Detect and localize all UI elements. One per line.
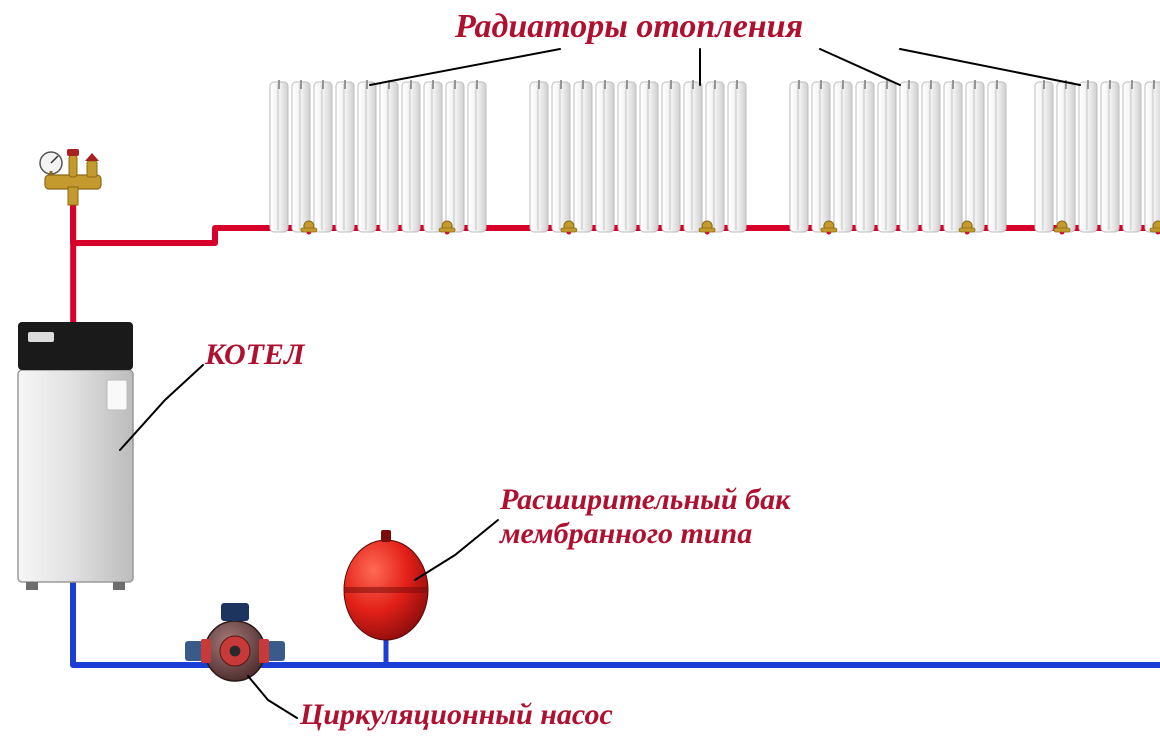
expansion-tank [344,530,428,665]
radiator [530,80,746,232]
label-radiators: Радиаторы отопления [455,8,803,46]
radiator [270,80,486,232]
label-pump: Циркуляционный насос [300,698,613,732]
heating-schematic [0,0,1160,743]
safety-valve-group [40,149,101,205]
circulation-pump [185,603,285,681]
boiler [18,322,133,590]
radiator [1035,80,1160,232]
radiator [790,80,1006,232]
label-expansion-tank: Расширительный бак мембранного типа [500,483,790,551]
radiators-group [270,80,1160,232]
label-boiler: КОТЕЛ [205,338,305,372]
pipes [73,182,1160,665]
